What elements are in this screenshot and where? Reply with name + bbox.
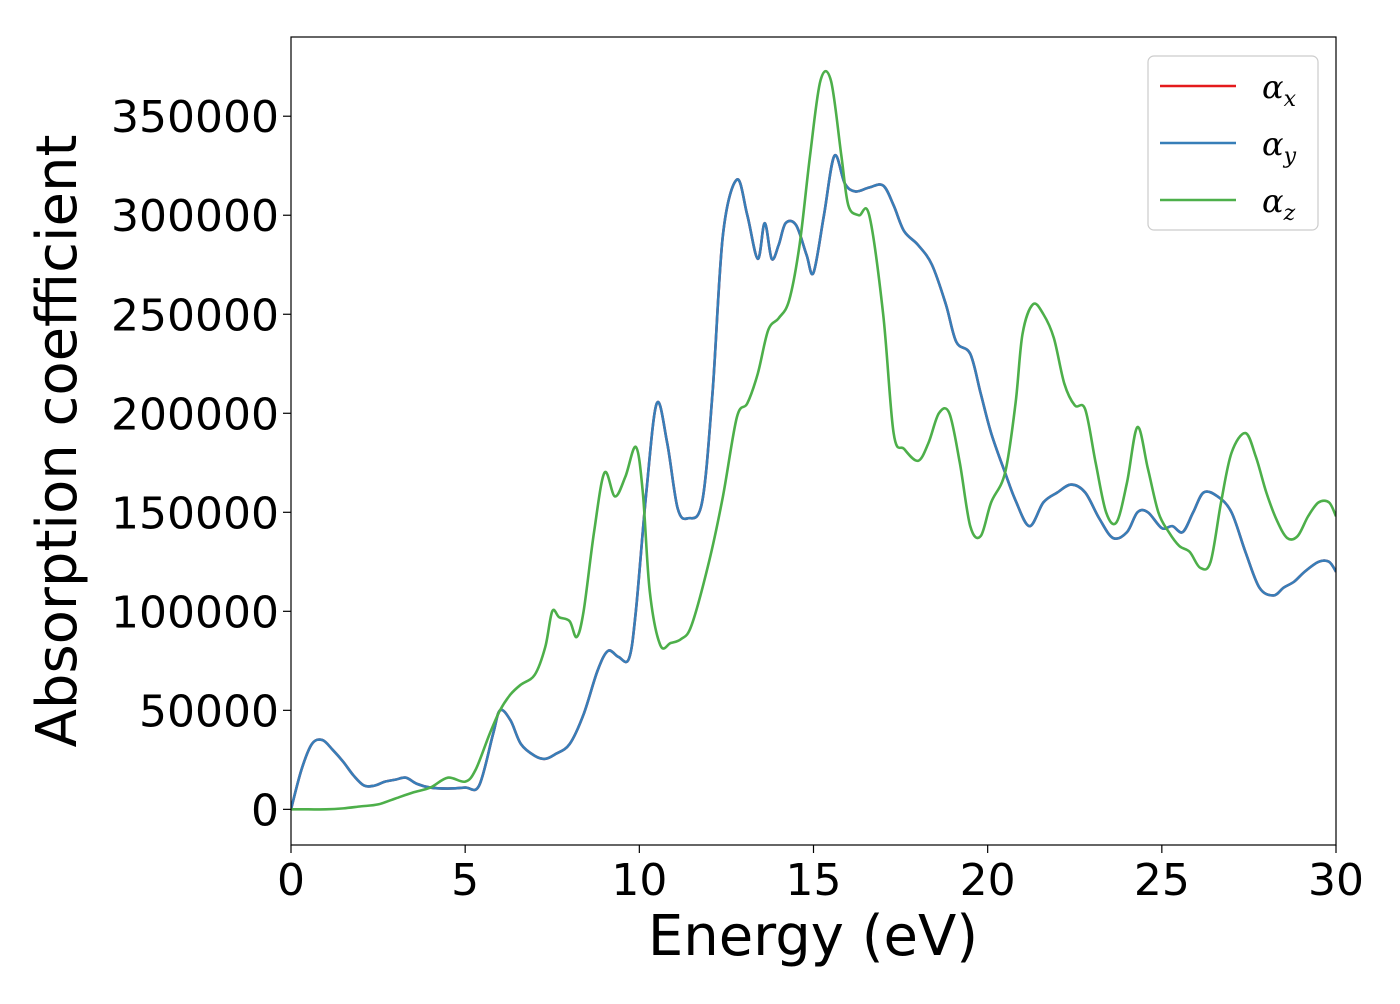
x-tick-label: 0 bbox=[277, 855, 305, 906]
legend-label-z: αz bbox=[1262, 182, 1296, 226]
x-tick-label: 5 bbox=[451, 855, 479, 906]
y-axis-title: Absorption coefficient bbox=[25, 135, 90, 748]
x-tick-label: 30 bbox=[1308, 855, 1364, 906]
x-tick-label: 20 bbox=[960, 855, 1016, 906]
y-tick-label: 200000 bbox=[111, 389, 279, 440]
series-layer bbox=[291, 69, 1336, 811]
legend: αx αy αz bbox=[1147, 55, 1319, 231]
y-tick-label: 100000 bbox=[111, 587, 279, 638]
x-axis-title: Energy (eV) bbox=[648, 904, 978, 969]
series-line-y bbox=[291, 153, 1336, 810]
y-tick-label: 350000 bbox=[111, 92, 279, 143]
legend-label-y: αy bbox=[1262, 125, 1297, 169]
y-tick-label: 0 bbox=[251, 785, 279, 836]
x-tick-label: 15 bbox=[786, 855, 842, 906]
y-tick-label: 250000 bbox=[111, 290, 279, 341]
y-tick-label: 300000 bbox=[111, 191, 279, 242]
ticks-layer: 0 5 10 15 20 25 30 0 50000 100000 150000 200000 2500… bbox=[111, 92, 1364, 906]
y-tick-label: 50000 bbox=[139, 686, 279, 737]
x-tick-label: 10 bbox=[611, 855, 667, 906]
series-line-z bbox=[291, 69, 1336, 811]
y-tick-label: 150000 bbox=[111, 488, 279, 539]
legend-label-x: αx bbox=[1262, 68, 1297, 112]
x-tick-label: 25 bbox=[1134, 855, 1190, 906]
